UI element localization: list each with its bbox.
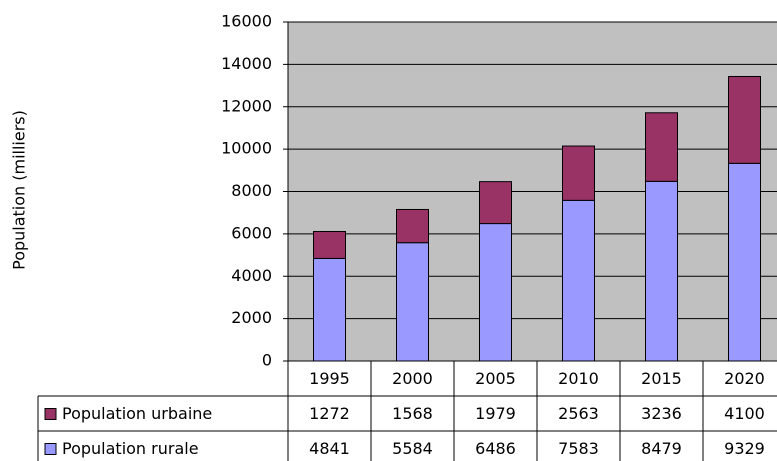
bar-segment: [728, 162, 761, 362]
legend-swatch: [44, 443, 57, 455]
table-value: 1568: [392, 404, 433, 423]
y-tick-label: 8000: [231, 181, 272, 200]
x-tick-label: 2005: [475, 369, 516, 388]
y-tick-label: 12000: [221, 96, 272, 115]
y-tick-label: 16000: [221, 12, 272, 31]
y-tick-label: 4000: [231, 266, 272, 285]
x-tick-label: 2000: [392, 369, 433, 388]
y-tick-label: 6000: [231, 223, 272, 242]
x-tick-label: 2010: [558, 369, 599, 388]
bar-segment: [396, 208, 429, 244]
table-value: 6486: [475, 439, 516, 458]
y-tick-label: 2000: [231, 308, 272, 327]
table-value: 1272: [309, 404, 350, 423]
bar-segment: [313, 230, 346, 259]
bar-segment: [396, 242, 429, 362]
bar-segment: [645, 112, 678, 182]
bar-segment: [728, 75, 761, 164]
legend-label: Population urbaine: [62, 404, 212, 423]
x-tick-label: 2020: [724, 369, 765, 388]
table-value: 3236: [641, 404, 682, 423]
bar-segment: [313, 257, 346, 362]
y-tick-label: 0: [262, 351, 272, 370]
y-tick-label: 10000: [221, 139, 272, 158]
table-value: 1979: [475, 404, 516, 423]
table-value: 2563: [558, 404, 599, 423]
legend-label: Population rurale: [62, 439, 199, 458]
table-value: 9329: [724, 439, 765, 458]
x-tick-label: 1995: [309, 369, 350, 388]
bar-segment: [645, 180, 678, 362]
bar-segment: [479, 223, 512, 362]
bar-segment: [479, 181, 512, 225]
table-value: 4841: [309, 439, 350, 458]
bar-segment: [562, 199, 595, 362]
y-tick-label: 14000: [221, 54, 272, 73]
table-value: 5584: [392, 439, 433, 458]
y-axis-label: Population (milliers): [10, 110, 29, 270]
x-tick-label: 2015: [641, 369, 682, 388]
legend-swatch: [44, 408, 57, 420]
table-value: 4100: [724, 404, 765, 423]
table-value: 8479: [641, 439, 682, 458]
table-value: 7583: [558, 439, 599, 458]
bar-segment: [562, 145, 595, 201]
